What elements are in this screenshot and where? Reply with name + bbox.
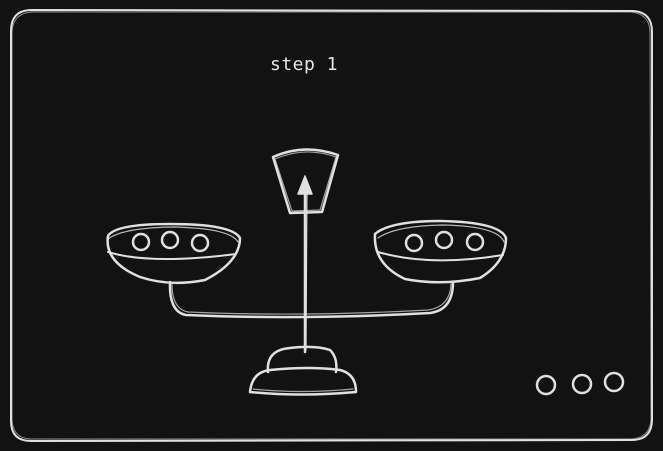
right-pan-ball-1: [404, 233, 424, 253]
tray-ball-1: [535, 374, 557, 396]
left-pan-ball-1: [131, 232, 151, 252]
right-pan: [373, 219, 508, 284]
frame-border: [10, 9, 653, 442]
tray-ball-3: [603, 371, 625, 393]
scale-base: [248, 345, 358, 396]
step-label: step 1: [269, 54, 339, 75]
up-arrow-icon: [297, 175, 313, 354]
right-pan-ball-3: [465, 232, 485, 252]
right-pan-ball-2: [434, 230, 454, 250]
pointer-indicator: [271, 148, 340, 215]
tray-balls: [535, 371, 625, 396]
left-pan: [106, 222, 242, 285]
left-pan-ball-2: [160, 230, 180, 250]
left-pan-ball-3: [190, 233, 210, 253]
scale-beam: [168, 280, 455, 319]
tray-ball-2: [571, 373, 593, 395]
